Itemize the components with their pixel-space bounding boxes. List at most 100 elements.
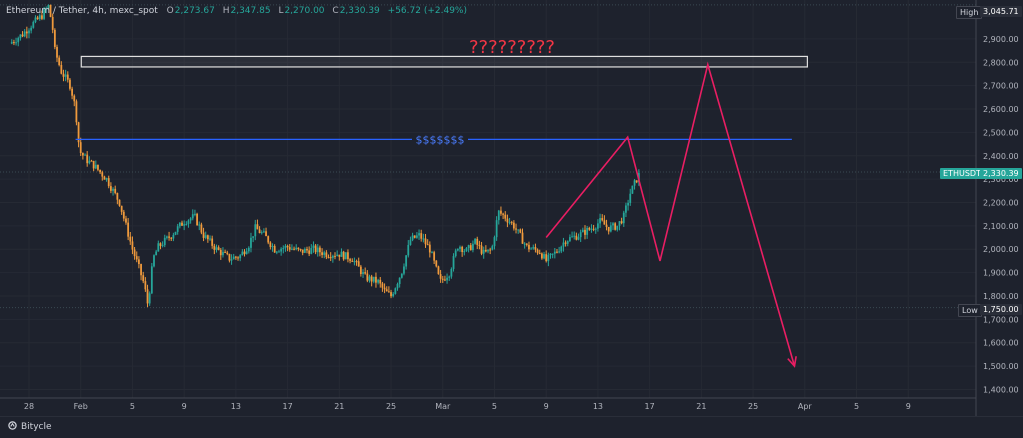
candle-body <box>543 254 545 259</box>
y-tick-label: 1,500.00 <box>983 362 1019 371</box>
high-key: H <box>222 6 230 16</box>
level-line-label: $$$$$$$ <box>416 133 465 146</box>
candle-body <box>439 274 442 279</box>
candle-body <box>431 252 433 254</box>
candle-body <box>577 237 580 240</box>
candle-body <box>140 264 142 276</box>
candle-body <box>586 227 589 235</box>
brand[interactable]: Bitycle <box>8 421 52 432</box>
candle-body <box>101 172 104 177</box>
candle-body <box>405 255 408 267</box>
candle-body <box>13 42 15 44</box>
x-tick-label: 5 <box>130 402 135 411</box>
high-value: 2,347.85 <box>230 6 271 16</box>
candle-body <box>594 228 597 230</box>
candle-body <box>549 253 552 256</box>
candle-body <box>133 249 136 257</box>
projection-arrowhead <box>787 356 797 368</box>
candle-body <box>607 226 610 232</box>
candle-body <box>28 30 30 34</box>
low-value-tag: 1,750.00 <box>980 304 1022 315</box>
candle-body <box>329 257 332 259</box>
candle-body <box>536 249 539 253</box>
candle-body <box>191 214 194 219</box>
candle-body <box>118 199 121 206</box>
candle-body <box>185 223 188 225</box>
candle-body <box>450 268 453 277</box>
candle-body <box>90 160 93 162</box>
candle-body <box>571 236 573 238</box>
candle-body <box>174 231 177 235</box>
candle-body <box>420 233 423 239</box>
candle-body <box>323 252 326 255</box>
candle-body <box>472 243 474 251</box>
candle-body <box>573 235 576 237</box>
candle-body <box>353 261 356 263</box>
symbol-title: Ethereum / Tether, 4h, mexc_spot <box>6 6 158 16</box>
candle-body <box>245 251 248 255</box>
candle-body <box>47 4 50 9</box>
x-tick-label: 13 <box>593 402 603 411</box>
candle-body <box>237 257 239 259</box>
candle-body <box>467 245 470 249</box>
candle-body <box>194 213 196 215</box>
candle-body <box>211 238 214 246</box>
candle-body <box>553 251 556 254</box>
candle-body <box>525 243 528 245</box>
candle-body <box>306 249 308 251</box>
candle-body <box>500 210 502 214</box>
candle-body <box>454 250 457 257</box>
candle-body <box>49 4 52 17</box>
candle-body <box>170 237 173 239</box>
candle-body <box>465 248 468 252</box>
candle-body <box>349 259 351 261</box>
candle-body <box>159 243 162 246</box>
candle-body <box>254 224 257 237</box>
candle-body <box>314 245 317 253</box>
candle-body <box>166 236 168 238</box>
candle-body <box>534 247 537 250</box>
candle-body <box>357 261 360 267</box>
candle-body <box>319 247 321 253</box>
candle-body <box>163 237 166 246</box>
candle-body <box>331 255 334 258</box>
candle-body <box>444 279 446 281</box>
candle-body <box>19 34 22 39</box>
candle-body <box>148 293 151 304</box>
resistance-zone <box>80 55 808 68</box>
candle-body <box>381 283 384 288</box>
candle-body <box>135 256 138 260</box>
candle-body <box>239 255 242 259</box>
candle-body <box>284 245 287 248</box>
candle-body <box>278 251 280 253</box>
candle-body <box>32 21 35 28</box>
candle-body <box>422 238 425 240</box>
candle-body <box>15 42 17 44</box>
candle-body <box>396 284 399 289</box>
candle-body <box>441 278 444 280</box>
candle-body <box>493 237 496 247</box>
candle-body <box>206 235 209 240</box>
candle-body <box>252 236 255 238</box>
candle-body <box>241 251 244 256</box>
candle-body <box>504 214 507 219</box>
candle-body <box>73 95 76 102</box>
candle-body <box>34 17 37 22</box>
candle-body <box>282 247 285 249</box>
candle-body <box>508 222 511 224</box>
candle-body <box>334 255 336 257</box>
candle-body <box>366 273 369 281</box>
candle-body <box>303 249 306 253</box>
y-tick-label: 1,700.00 <box>983 315 1019 324</box>
candle-body <box>226 252 229 254</box>
candle-body <box>114 188 117 193</box>
candle-body <box>105 178 108 180</box>
candle-body <box>189 218 192 221</box>
candle-body <box>355 261 358 263</box>
candle-body <box>433 252 436 261</box>
chart-header: Ethereum / Tether, 4h, mexc_spot O2,273.… <box>6 6 472 16</box>
candle-body <box>84 154 86 156</box>
candle-body <box>512 222 515 229</box>
candle-body <box>521 232 524 244</box>
